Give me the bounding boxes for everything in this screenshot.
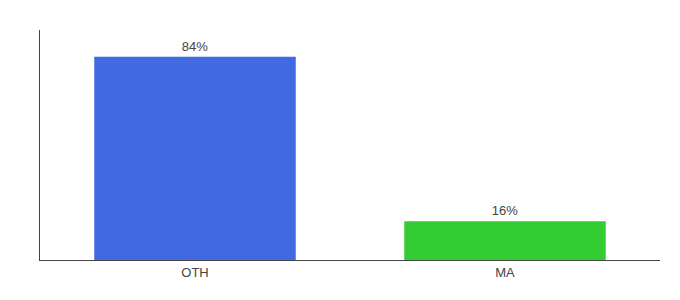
- svg-text:MA: MA: [495, 265, 515, 280]
- svg-text:84%: 84%: [182, 39, 208, 54]
- svg-text:OTH: OTH: [181, 265, 208, 280]
- svg-text:16%: 16%: [492, 203, 518, 218]
